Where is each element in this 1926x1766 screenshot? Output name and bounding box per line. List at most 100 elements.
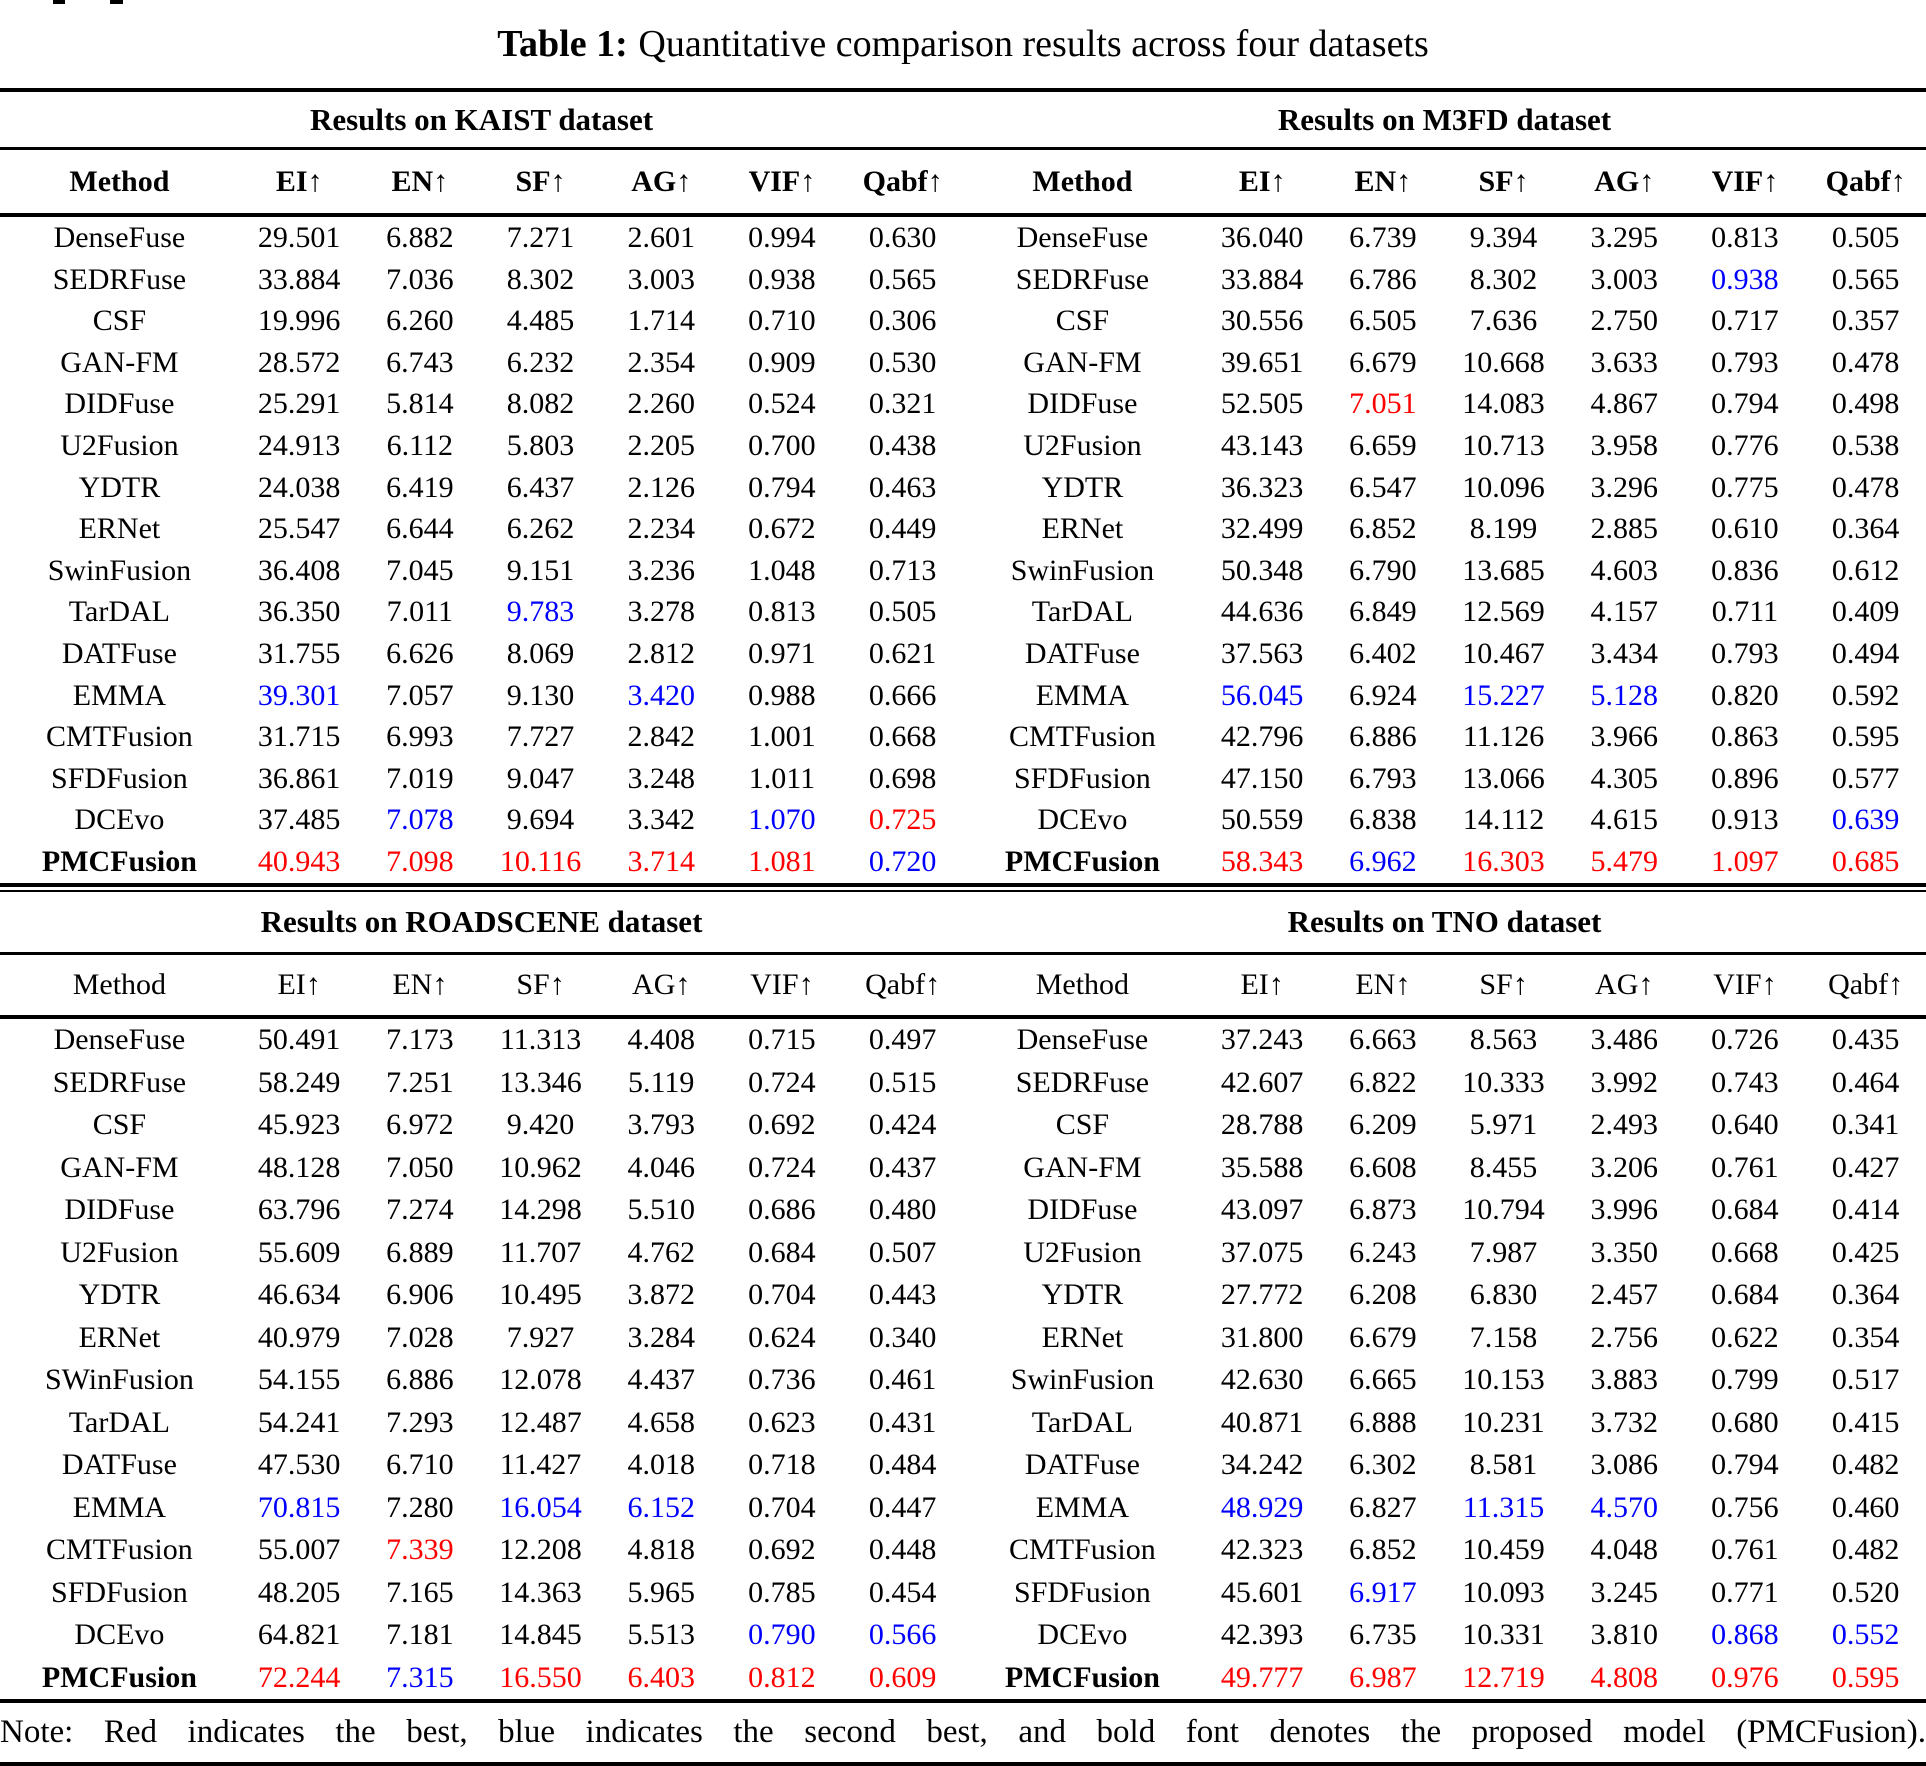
value-cell: 3.958 [1590,429,1658,463]
value-cell: 0.461 [868,1363,937,1396]
value-cell: 0.680 [1711,1405,1779,1439]
value-cell: 42.607 [1220,1065,1304,1099]
value-cell: 10.962 [499,1150,582,1184]
value-cell: 6.873 [1349,1193,1417,1226]
table-caption: Table 1: Quantitative comparison results… [0,0,1926,88]
value-cell: 48.128 [257,1150,341,1184]
value-cell: 0.595 [1831,1660,1900,1694]
value-cell: 0.726 [1711,1023,1779,1056]
value-cell: 1.011 [748,761,816,795]
value-cell: 7.158 [1469,1320,1538,1354]
value-cell: 3.872 [627,1278,695,1311]
value-cell: 7.274 [386,1193,454,1226]
table-row: CSF 30.556 6.505 7.636 2.750 0.717 0.357 [963,300,1926,342]
value-cell: 72.244 [257,1660,341,1694]
value-cell: 6.735 [1349,1618,1417,1651]
table-row: YDTR 24.038 6.419 6.437 2.126 0.794 0.463 [0,467,963,509]
column-header-cell: AG↑ [1594,164,1655,198]
dataset-header-row-bottom: Results on ROADSCENE dataset Results on … [0,892,1926,952]
value-cell: 0.761 [1711,1533,1779,1566]
column-header-cell: Method [1035,967,1130,1001]
value-cell: 6.659 [1349,429,1417,463]
value-cell: 3.236 [627,553,695,587]
value-cell: 27.772 [1220,1278,1304,1311]
value-cell: 0.710 [748,304,816,338]
value-cell: 6.889 [386,1235,454,1269]
value-cell: 0.484 [868,1448,937,1481]
value-cell: 0.530 [868,345,937,379]
results-table-roadscene: DenseFuse 50.491 7.173 11.313 4.408 0.715 0.49… [0,1019,963,1699]
table-caption-text: Quantitative comparison results across f… [638,23,1429,65]
value-cell: 3.245 [1590,1575,1658,1609]
table-row: U2Fusion 55.609 6.889 11.707 4.762 0.684 0.507 [0,1231,963,1274]
value-cell: 50.348 [1220,553,1304,587]
table-row: DATFuse 34.242 6.302 8.581 3.086 0.794 0.482 [963,1444,1926,1487]
value-cell: 45.923 [257,1108,341,1141]
value-cell: 33.884 [1220,262,1304,296]
value-cell: 6.232 [506,345,575,379]
value-cell: 2.126 [627,470,695,504]
value-cell: 48.929 [1220,1490,1304,1524]
value-cell: 36.350 [257,595,341,629]
column-header-cell: Method [69,164,170,198]
value-cell: 11.126 [1462,720,1545,754]
value-cell: 0.515 [868,1065,937,1099]
table-row: GAN-FM 48.128 7.050 10.962 4.046 0.724 0.437 [0,1146,963,1189]
value-cell: 7.051 [1349,387,1417,421]
value-cell: 46.634 [257,1278,341,1311]
value-cell: 0.715 [748,1023,816,1056]
value-cell: 0.612 [1831,553,1900,587]
value-cell: 8.069 [506,636,575,670]
dataset-header-m3fd: Results on M3FD dataset [1277,101,1612,137]
column-header-cell: SF↑ [516,967,565,1001]
value-cell: 0.482 [1831,1448,1900,1481]
value-cell: 0.799 [1711,1363,1779,1396]
method-cell: SwinFusion [47,553,192,587]
table-row: ERNet 31.800 6.679 7.158 2.756 0.622 0.354 [963,1316,1926,1359]
column-header-cell: Method [72,967,167,1001]
value-cell: 55.007 [257,1533,341,1566]
value-cell: 0.713 [868,553,937,587]
value-cell: 40.871 [1220,1405,1304,1439]
table-row: DCEvo 50.559 6.838 14.112 4.615 0.913 0.639 [963,799,1926,841]
value-cell: 3.966 [1590,720,1658,754]
value-cell: 8.302 [506,262,575,296]
value-cell: 44.636 [1220,595,1304,629]
value-cell: 3.732 [1590,1405,1658,1439]
method-cell: ERNet [1041,512,1124,546]
value-cell: 7.636 [1469,304,1538,338]
value-cell: 28.572 [257,345,341,379]
value-cell: 5.965 [627,1575,695,1609]
method-cell: SEDRFuse [1015,262,1150,296]
value-cell: 7.173 [386,1023,454,1056]
value-cell: 0.449 [868,512,937,546]
value-cell: 52.505 [1220,387,1304,421]
value-cell: 25.291 [257,387,341,421]
method-cell: EMMA [1035,678,1130,712]
column-header-cell: EN↑ [391,164,449,198]
value-cell: 7.727 [506,720,575,754]
table-row: PMCFusion 72.244 7.315 16.550 6.403 0.812 0.60… [0,1656,963,1699]
value-cell: 0.354 [1831,1320,1900,1354]
data-rows-top: DenseFuse 29.501 6.882 7.271 2.601 0.994 0.630… [0,217,1926,883]
value-cell: 0.692 [748,1108,816,1141]
value-cell: 9.420 [506,1108,575,1141]
value-cell: 0.684 [1711,1278,1779,1311]
table-row: DIDFuse 43.097 6.873 10.794 3.996 0.684 0.414 [963,1189,1926,1232]
value-cell: 7.098 [386,844,454,878]
value-cell: 0.478 [1831,345,1900,379]
value-cell: 6.830 [1469,1278,1538,1311]
method-cell: DCEvo [74,1618,165,1651]
value-cell: 0.704 [748,1278,816,1311]
value-cell: 0.775 [1711,470,1779,504]
table-row: SwinFusion 42.630 6.665 10.153 3.883 0.799 0.5… [963,1359,1926,1402]
value-cell: 0.415 [1831,1405,1900,1439]
value-cell: 31.755 [257,636,341,670]
method-cell: DCEvo [74,803,165,837]
column-headers-roadscene: Method EI↑ EN↑ SF↑ AG↑ VIF↑ Qabf↑ [0,955,963,1015]
value-cell: 34.242 [1220,1448,1304,1481]
value-cell: 14.845 [499,1618,582,1651]
value-cell: 12.487 [499,1405,582,1439]
value-cell: 0.431 [868,1405,937,1439]
table-row: ERNet 32.499 6.852 8.199 2.885 0.610 0.364 [963,508,1926,550]
